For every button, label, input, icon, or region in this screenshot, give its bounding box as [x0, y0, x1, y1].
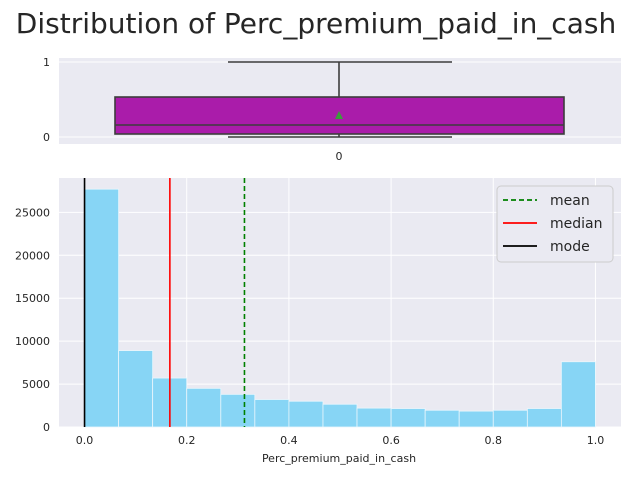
histogram-y-tick-label: 0 — [43, 421, 50, 434]
figure-title: Distribution of Perc_premium_paid_in_cas… — [16, 7, 616, 40]
histogram-bar — [322, 403, 358, 428]
legend-label-mean: mean — [550, 193, 590, 209]
histogram-bar — [288, 400, 324, 428]
legend-frame — [496, 185, 614, 263]
histogram-x-tick-label: 1.0 — [587, 434, 605, 447]
histogram-bar — [254, 399, 290, 428]
histogram-panel: 0 5000 10000 15000 20000 25000 0.0 0.2 0.4 0.6 0.… — [15, 178, 621, 465]
histogram-y-tick-label: 15000 — [15, 292, 50, 305]
histogram-x-tick-label: 0.0 — [76, 434, 94, 447]
histogram-bar — [390, 408, 426, 428]
histogram-bar — [356, 407, 392, 428]
histogram-x-tick-label: 0.6 — [382, 434, 400, 447]
histogram-bar — [118, 350, 154, 428]
histogram-x-tick-label: 0.4 — [280, 434, 298, 447]
boxplot-x-tick-label: 0 — [336, 150, 343, 163]
histogram-bar — [424, 409, 460, 428]
histogram-y-tick-label: 10000 — [15, 335, 50, 348]
legend-label-mode: mode — [550, 239, 590, 255]
histogram-bar — [84, 188, 120, 428]
histogram-y-tick-label: 20000 — [15, 249, 50, 262]
boxplot-mean-marker — [335, 111, 343, 119]
histogram-y-tick-label: 5000 — [22, 378, 50, 391]
histogram-y-tick-label: 25000 — [15, 206, 50, 219]
legend-label-median: median — [550, 216, 602, 232]
boxplot-y-tick-label: 0 — [43, 131, 50, 144]
boxplot-y-tick-label: 1 — [43, 56, 50, 69]
boxplot-panel: 0 1 0 — [43, 56, 621, 163]
histogram-bar — [560, 361, 596, 428]
histogram-x-tick-label: 0.8 — [485, 434, 503, 447]
histogram-bar — [186, 387, 222, 428]
histogram-bar — [458, 410, 494, 428]
histogram-bar — [526, 408, 562, 428]
histogram-x-axis-label: Perc_premium_paid_in_cash — [262, 452, 416, 465]
histogram-x-tick-label: 0.2 — [178, 434, 196, 447]
histogram-bar — [492, 409, 528, 428]
boxplot-box — [114, 96, 565, 135]
histogram-bar — [220, 393, 256, 428]
legend: mean median mode — [496, 185, 614, 263]
